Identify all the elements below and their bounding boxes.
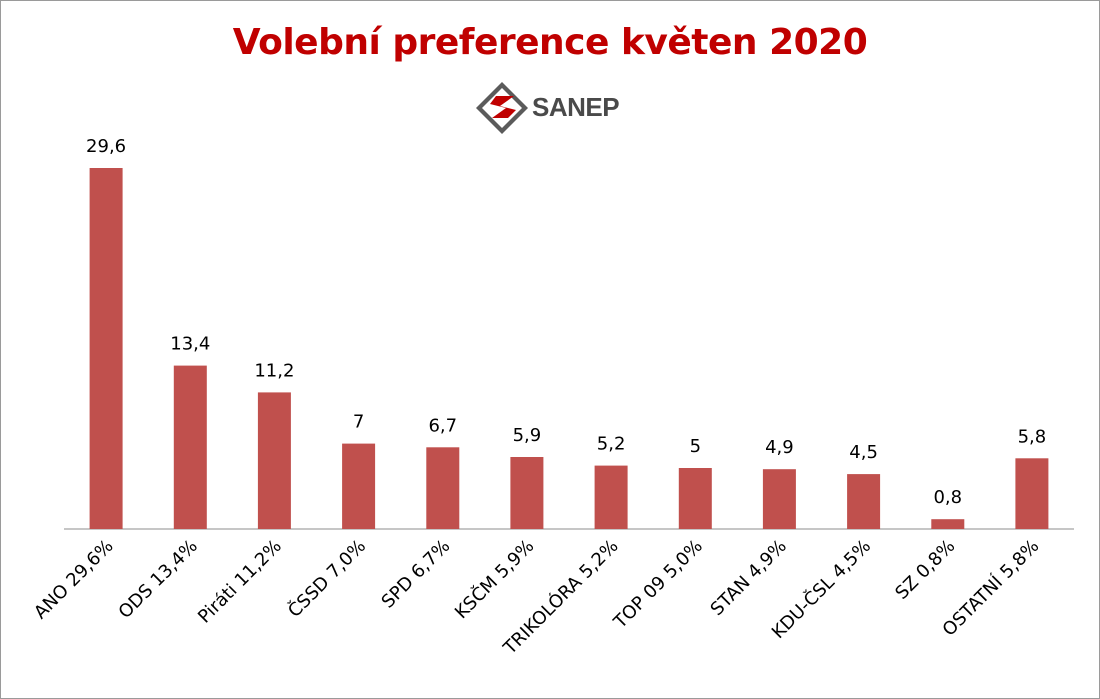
data-label: 4,9 (765, 437, 794, 458)
x-tick-label: KSČM 5,9% (450, 535, 538, 623)
sanep-logo: SANEP (472, 78, 652, 138)
x-tick-label: STAN 4,9% (707, 536, 791, 620)
data-label: 0,8 (933, 487, 962, 508)
chart-title: Volební preference květen 2020 (232, 22, 868, 63)
bar (678, 468, 712, 529)
x-tick-label: ANO 29,6% (30, 536, 118, 624)
bar (342, 443, 376, 529)
data-label: 13,4 (170, 334, 210, 355)
bar (257, 392, 291, 529)
x-tick-label: Piráti 11,2% (194, 536, 286, 628)
data-label: 5,8 (1018, 426, 1047, 447)
x-tick-label: ČSSD 7,0% (283, 535, 370, 622)
bar (89, 168, 123, 529)
x-tick-label: TOP 09 5,0% (609, 536, 707, 634)
data-label: 11,2 (254, 360, 294, 381)
sanep-logo-icon (476, 82, 528, 134)
data-label: 5 (690, 436, 701, 457)
data-label: 29,6 (86, 136, 126, 157)
data-label: 4,5 (849, 442, 878, 463)
x-tick-label: SZ 0,8% (891, 536, 959, 604)
bar (762, 469, 796, 529)
data-label: 7 (353, 412, 364, 433)
bar (931, 519, 965, 529)
bar (594, 465, 628, 529)
bar (426, 447, 460, 529)
data-label: 5,2 (597, 434, 626, 455)
bar (1015, 458, 1049, 529)
data-label: 6,7 (428, 415, 457, 436)
bar (510, 457, 544, 529)
x-tick-label: SPD 6,7% (378, 536, 455, 613)
sanep-logo-text: SANEP (532, 92, 620, 122)
x-tick-label: ODS 13,4% (115, 536, 202, 623)
data-label: 5,9 (513, 425, 542, 446)
bar (847, 474, 881, 529)
bar (173, 365, 207, 529)
